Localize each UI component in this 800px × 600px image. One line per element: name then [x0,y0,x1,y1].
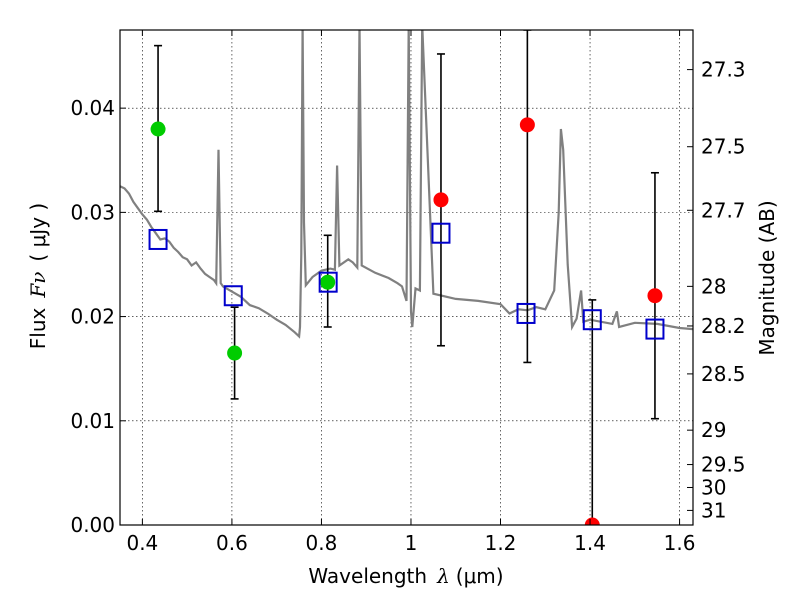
y-axis-unit: ( μJy ) [26,203,50,262]
model-points [148,222,665,340]
x-tick-label: 1.6 [664,531,696,555]
flux-point [519,117,535,133]
x-tick-label: 0.8 [306,531,338,555]
y-tick-label: 0.02 [70,305,115,329]
x-axis: 0.4 0.6 0.8 1 1.2 1.4 1.6 [126,30,695,555]
model-point [318,271,338,293]
x-axis-label: Wavelength [308,564,427,588]
model-point [582,309,602,331]
y-tick-label: 0.00 [70,513,115,537]
flux-point [647,288,663,304]
x-tick-label: 0.6 [216,531,248,555]
y-axis-right-title: Magnitude (AB) [755,200,779,355]
plot-frame [119,29,694,526]
model-point [645,318,665,340]
mag-tick-label: 27.7 [701,198,746,222]
flux-point [584,517,600,525]
y-axis-title: Flux Fν ( μJy ) [26,203,50,349]
flux-point [320,274,336,290]
x-axis-title: Wavelength λ (μm) [308,564,503,588]
x-tick-label: 1.4 [574,531,606,555]
x-tick-label: 0.4 [126,531,158,555]
model-point [223,285,243,307]
y-tick-label: 0.03 [70,200,115,224]
x-tick-label: 1.2 [485,531,517,555]
flux-points [150,117,663,525]
x-axis-symbol: λ [436,564,450,588]
mag-tick-label: 31 [701,498,726,522]
mag-tick-label: 30 [701,475,726,499]
y-tick-label: 0.04 [70,96,115,120]
model-point [148,228,168,250]
y-axis-label: Flux [26,307,50,349]
mag-tick-label: 29.5 [701,453,746,477]
x-tick-label: 1 [405,531,418,555]
mag-tick-label: 28.5 [701,362,746,386]
y-tick-label: 0.01 [70,409,115,433]
flux-point [433,192,449,208]
model-point [516,302,536,324]
mag-tick-label: 28.2 [701,314,746,338]
x-axis-unit: (μm) [456,564,504,588]
model-point [431,222,451,244]
mag-tick-label: 27.3 [701,58,746,82]
y-axis-symbol: Fν [26,272,50,299]
spectrum-line [120,30,693,339]
mag-tick-label: 28 [701,274,726,298]
y-axis-left: 0.00 0.01 0.02 0.03 0.04 [70,96,126,537]
mag-tick-label: 27.5 [701,135,746,159]
flux-point [150,121,166,137]
mag-tick-label: 29 [701,418,726,442]
flux-point [227,345,243,361]
